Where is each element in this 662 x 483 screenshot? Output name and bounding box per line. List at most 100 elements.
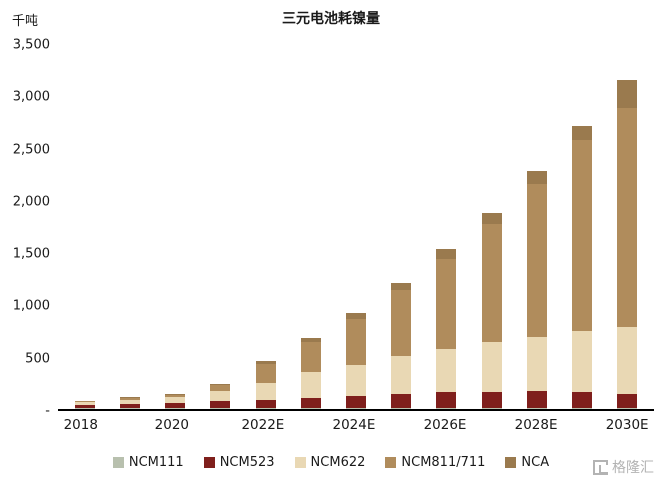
y-tick-label: 1,000 [12,298,50,314]
bar-segment-NCA [572,126,593,141]
bar-segment-NCM523 [119,403,140,409]
stacked-bar [481,45,502,409]
bar-segment-NCA [346,313,367,319]
legend-item-NCA: NCA [505,455,549,470]
gelonghui-watermark-text: 格隆汇 [612,460,654,476]
x-tick-label [104,417,150,433]
gelonghui-logo-icon [593,459,608,475]
x-tick-label: 2018 [63,417,98,433]
bar-segment-NCM111 [210,408,231,409]
bar-segment-NCA [74,400,95,402]
x-tick-label [377,417,423,433]
bar-2029E [560,45,605,409]
legend-label: NCM811/711 [401,455,486,470]
legend-swatch-icon [294,457,306,468]
bar-segment-NCM111 [572,408,593,409]
bar-segment-NCM622 [481,341,502,392]
x-tick-label: 2028E [514,417,558,433]
bar-2025E [379,45,424,409]
bar-segment-NCM811/711 [165,394,186,398]
y-tick-label: 3,500 [12,37,50,53]
bar-segment-NCM523 [255,400,276,409]
bar-segment-NCM523 [572,391,593,409]
legend-label: NCM111 [128,455,184,470]
bar-segment-NCM523 [165,402,186,409]
bar-segment-NCM622 [210,391,231,401]
legend-label: NCM622 [310,455,366,470]
bar-segment-NCM622 [391,356,412,394]
bar-2028E [514,45,559,409]
bar-segment-NCM811/711 [74,401,95,403]
bar-segment-NCM622 [74,402,95,406]
legend-swatch-icon [203,457,215,468]
plot-area [58,45,654,411]
bar-segment-NCM111 [300,408,321,409]
y-axis: 3,500 3,000 2,500 2,000 1,500 1,000 500 - [8,38,58,419]
bar-segment-NCM811/711 [255,363,276,384]
stacked-bar [74,45,95,409]
x-tick-label: 2022E [241,417,285,433]
x-tick-label [468,417,514,433]
legend-label: NCA [521,455,550,470]
legend-item-NCM111: NCM111 [112,455,184,470]
bar-2022E [243,45,288,409]
chart-title: 三元电池耗镍量 [282,11,380,27]
stacked-bar [617,45,638,409]
bar-segment-NCA [300,337,321,342]
y-tick-label: 500 [25,351,50,367]
x-tick-label [559,417,605,433]
bar-segment-NCA [481,213,502,225]
x-tick-label: 2020 [154,417,189,433]
x-axis-labels: 2018 2020 2022E 2024E 2026E 2028E 2030E [58,417,650,433]
bar-segment-NCM111 [255,408,276,409]
bar-segment-NCM111 [346,408,367,409]
legend-swatch-icon [385,457,397,468]
bar-segment-NCM622 [572,331,593,392]
bar-segment-NCM811/711 [300,341,321,372]
bar-segment-NCM811/711 [436,259,457,349]
x-tick-label [195,417,241,433]
x-tick-label [286,417,332,433]
bar-segment-NCM622 [255,383,276,401]
bar-segment-NCM523 [346,395,367,409]
bar-2023E [288,45,333,409]
bar-segment-NCM111 [436,408,457,409]
bar-segment-NCM523 [391,393,412,409]
gelonghui-watermark: 格隆汇 [593,457,654,477]
bar-segment-NCM111 [526,408,547,409]
y-tick-label: 2,000 [12,194,50,210]
bar-segment-NCA [255,360,276,364]
legend: NCM111 NCM523 NCM622 NCM811/711 NCA [0,455,662,470]
bar-segment-NCM111 [617,408,638,409]
bar-2024E [333,45,378,409]
x-tick-label: 2030E [605,417,649,433]
bar-2026E [424,45,469,409]
bar-segment-NCM111 [391,408,412,409]
bar-2019 [107,45,152,409]
bar-segment-NCM111 [74,408,95,409]
stacked-bar [526,45,547,409]
bar-segment-NCM811/711 [572,140,593,332]
bar-segment-NCA [210,383,231,385]
stacked-bar [165,45,186,409]
legend-item-NCM523: NCM523 [203,455,275,470]
bar-segment-NCM622 [617,327,638,394]
bar-segment-NCA [436,249,457,260]
stacked-bar [436,45,457,409]
stacked-bar-chart: 3,500 3,000 2,500 2,000 1,500 1,000 500 - [8,38,654,419]
bars-container [58,45,654,409]
stacked-bar [346,45,367,409]
bar-segment-NCA [391,283,412,290]
legend-item-NCM622: NCM622 [294,455,366,470]
y-axis-unit-label: 千吨 [12,14,39,29]
stacked-bar [210,45,231,409]
legend-label: NCM523 [219,455,275,470]
bar-segment-NCM523 [74,405,95,409]
y-tick-label: 2,500 [12,142,50,158]
legend-swatch-icon [505,457,517,468]
bar-2027E [469,45,514,409]
bar-segment-NCM523 [526,391,547,409]
bar-segment-NCM622 [165,397,186,403]
bar-2018 [62,45,107,409]
bar-segment-NCM622 [346,364,367,396]
